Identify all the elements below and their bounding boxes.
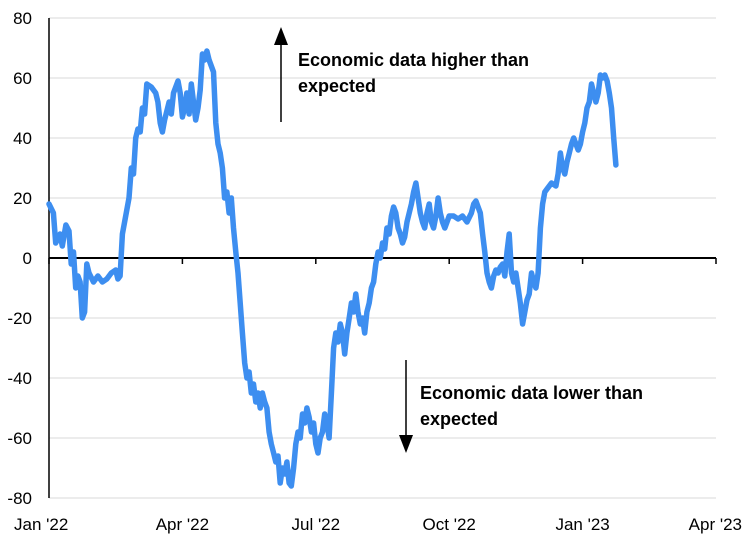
- annotation-lower: Economic data lower than expected: [399, 360, 643, 453]
- x-axis-ticks: [48, 258, 717, 264]
- x-tick-label: Jul '22: [291, 515, 340, 534]
- y-axis-labels: 80 60 40 20 0 -20 -40 -60 -80: [7, 9, 32, 508]
- up-arrow-icon: [274, 27, 288, 45]
- x-tick-label: Apr '23: [689, 515, 742, 534]
- gridlines: [49, 17, 716, 499]
- y-tick-label: -40: [7, 369, 32, 388]
- x-tick-label: Apr '22: [156, 515, 209, 534]
- annotation-higher-line2: expected: [298, 76, 376, 96]
- down-arrow-icon: [399, 435, 413, 453]
- annotation-higher-line1: Economic data higher than: [298, 50, 529, 70]
- x-tick-label: Jan '23: [555, 515, 609, 534]
- annotation-lower-line2: expected: [420, 409, 498, 429]
- x-axis-labels: Jan '22 Apr '22 Jul '22 Oct '22 Jan '23 Apr '…: [14, 515, 742, 534]
- y-tick-label: -20: [7, 309, 32, 328]
- y-tick-label: 80: [13, 9, 32, 28]
- y-tick-label: -80: [7, 489, 32, 508]
- annotation-lower-line1: Economic data lower than: [420, 383, 643, 403]
- y-tick-label: 40: [13, 129, 32, 148]
- y-tick-label: -60: [7, 429, 32, 448]
- y-tick-label: 60: [13, 69, 32, 88]
- x-tick-label: Oct '22: [423, 515, 476, 534]
- y-tick-label: 20: [13, 189, 32, 208]
- series-line: [46, 48, 619, 489]
- x-tick-label: Jan '22: [14, 515, 68, 534]
- annotation-higher: Economic data higher than expected: [274, 27, 529, 122]
- y-tick-label: 0: [23, 249, 32, 268]
